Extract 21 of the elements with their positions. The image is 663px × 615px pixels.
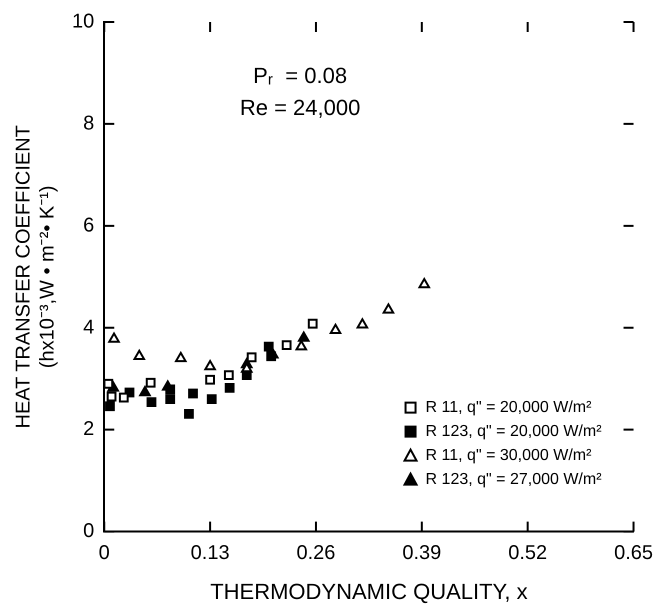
y-tick-label: 2 (83, 418, 94, 440)
text: HEAT TRANSFER COEFFICIENT (12, 125, 35, 428)
annotation: Pᵣ = 0.08 (253, 63, 348, 88)
y-tick-label: 10 (72, 10, 94, 33)
y-tick-label: 8 (83, 112, 94, 134)
y-tick-label: 4 (83, 316, 94, 338)
x-tick-label: 0.39 (402, 542, 442, 564)
legend-label: R 11, q" = 30,000 W/m² (426, 447, 592, 464)
legend-label: R 123, q" = 27,000 W/m² (426, 471, 602, 488)
y-tick-label: 0 (83, 520, 94, 542)
legend-label: R 11, q" = 20,000 W/m² (426, 399, 592, 416)
legend-label: R 123, q" = 20,000 W/m² (426, 423, 602, 440)
x-tick-label: 0.65 (614, 542, 654, 564)
x-tick-label: 0.13 (190, 542, 230, 564)
y-tick-label: 6 (83, 214, 94, 236)
annotation: Re = 24,000 (240, 95, 360, 120)
x-tick-label: 0 (98, 542, 110, 564)
x-tick-label: 0.26 (296, 542, 336, 564)
x-axis-title: THERMODYNAMIC QUALITY, x (210, 578, 528, 604)
text: (hx10⁻³,W • m⁻²• K⁻¹) (36, 185, 59, 368)
x-tick-label: 0.52 (508, 542, 548, 564)
